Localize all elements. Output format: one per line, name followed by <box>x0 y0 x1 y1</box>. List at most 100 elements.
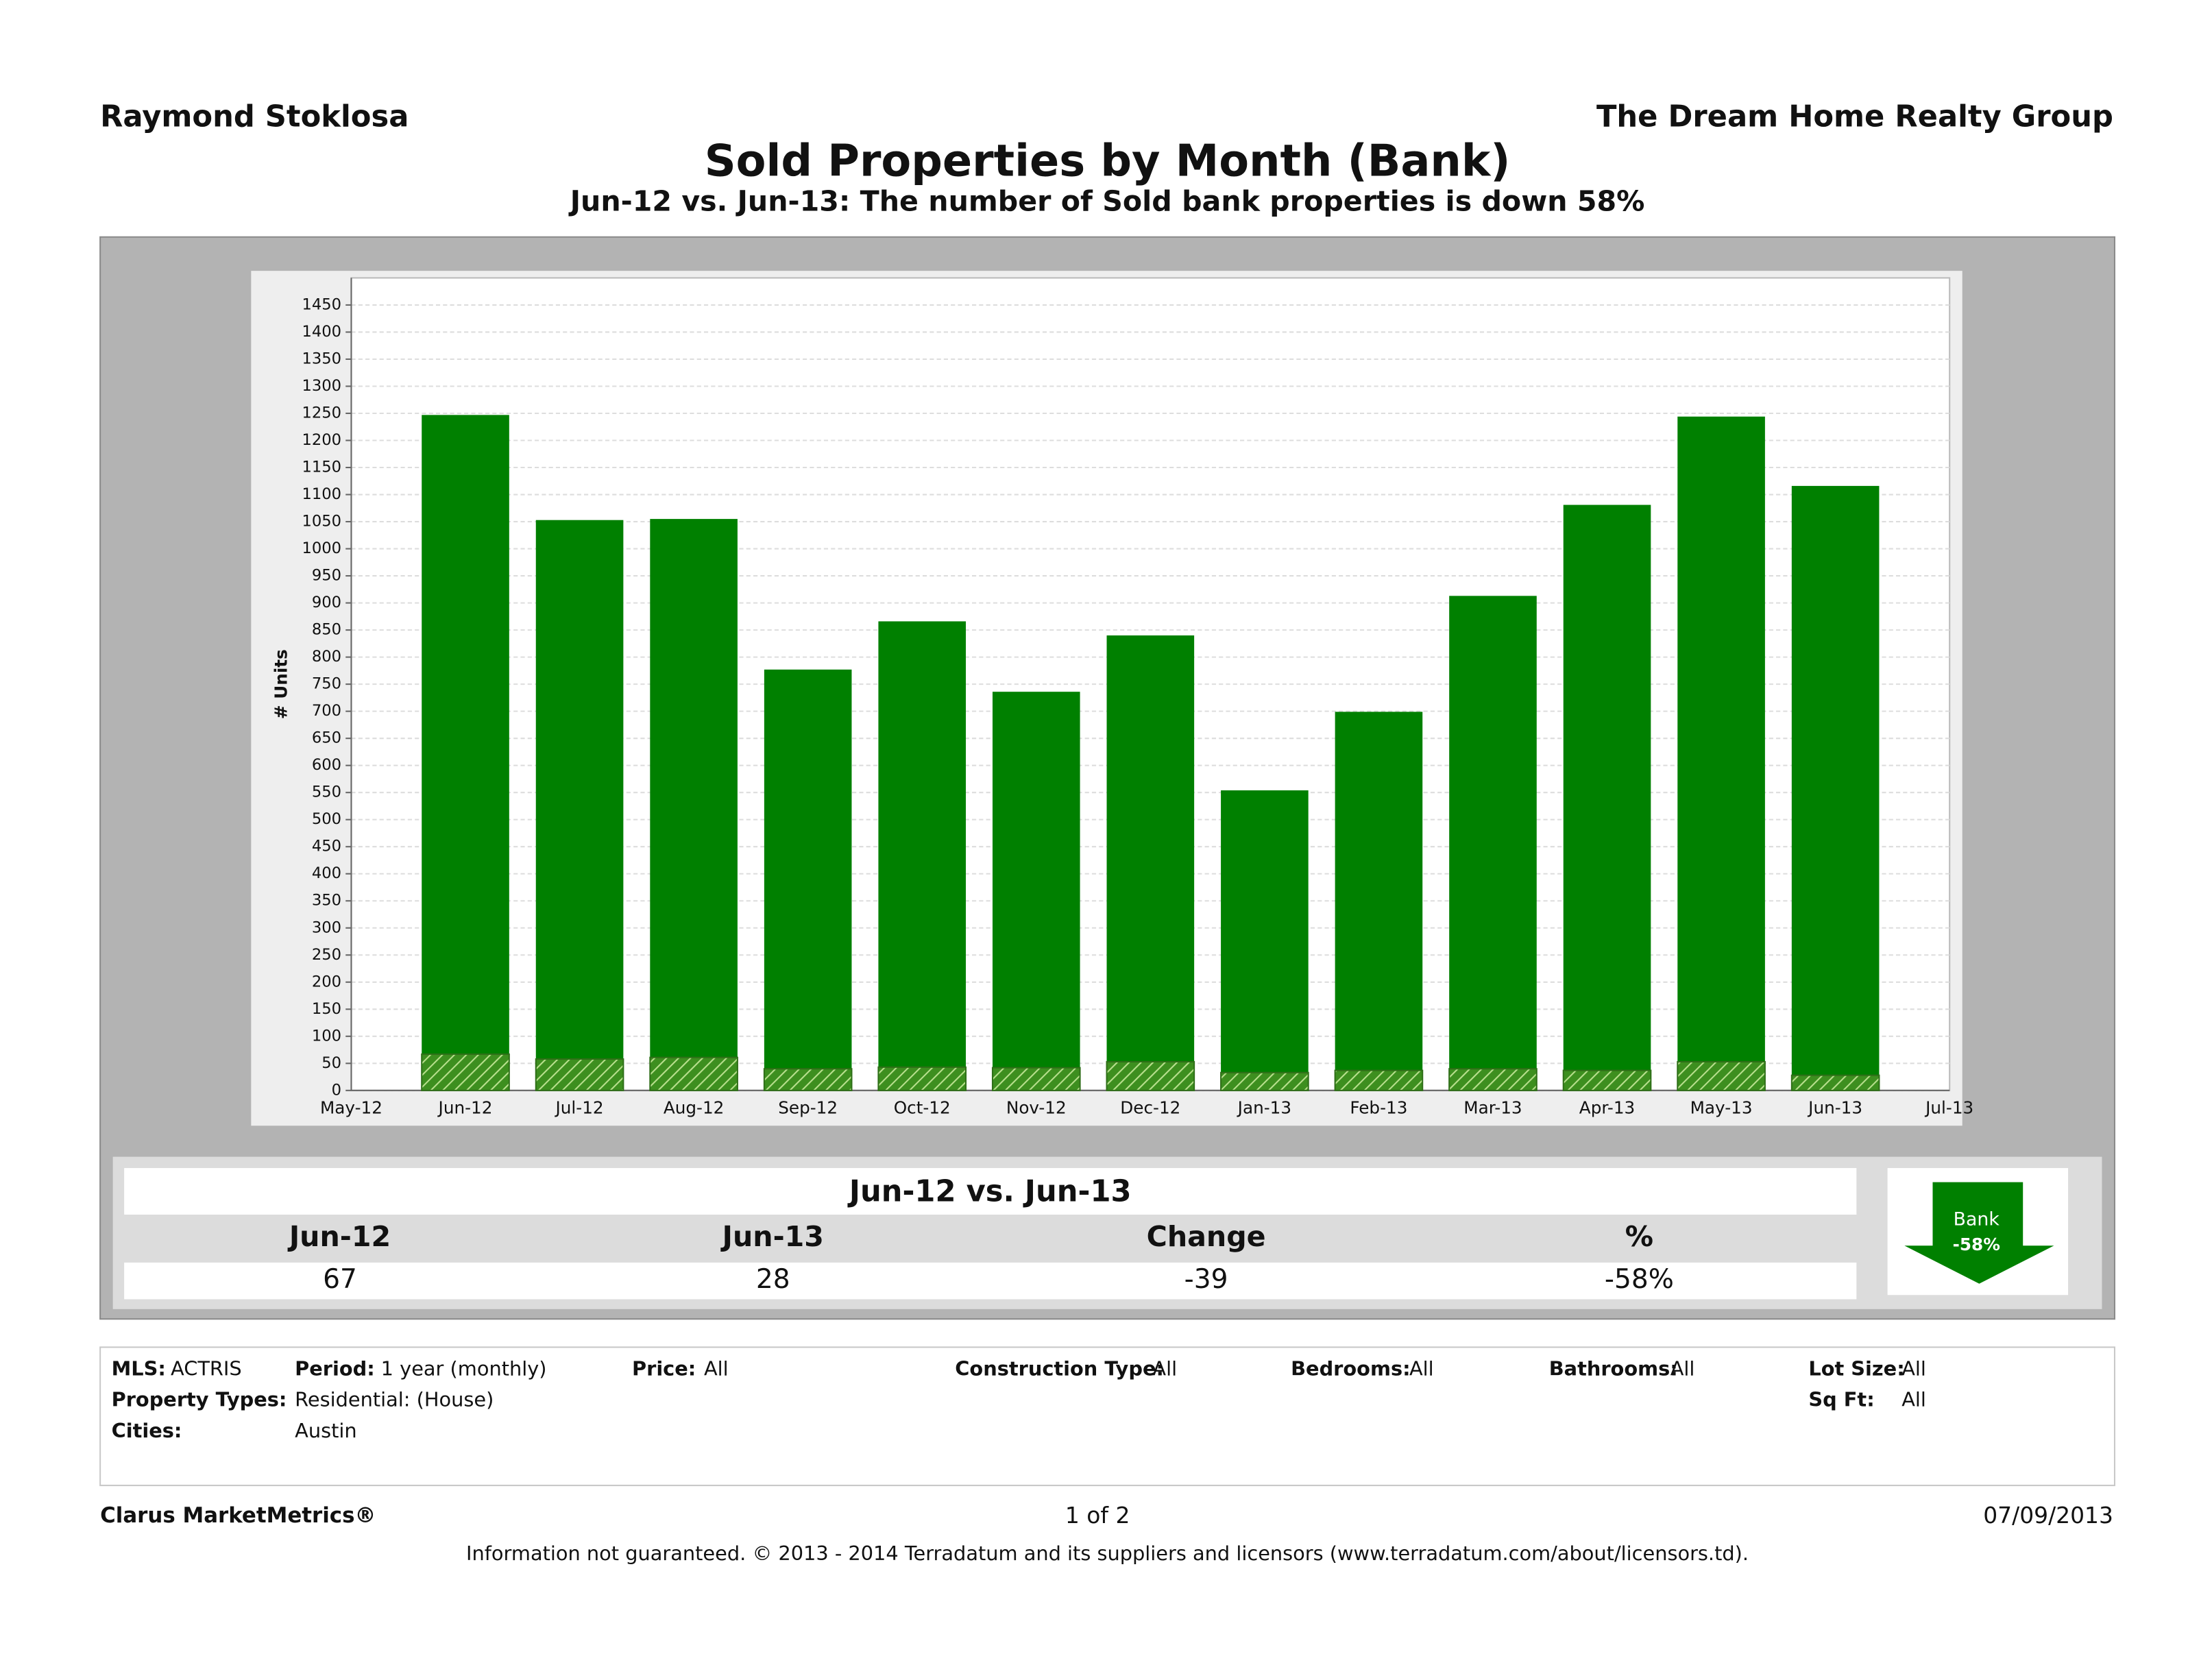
filter-label: Cities: <box>112 1419 182 1442</box>
footer-page: 1 of 2 <box>1065 1502 1130 1529</box>
footer-disclaimer: Information not guaranteed. © 2013 - 201… <box>466 1542 1749 1565</box>
filter-value: All <box>1152 1357 1177 1380</box>
filter-label: Lot Size: <box>1808 1357 1904 1380</box>
y-tick-label: 1450 <box>302 295 341 313</box>
y-tick-label: 1050 <box>302 513 341 531</box>
filter-label: Period: <box>295 1357 375 1380</box>
y-axis-label: # Units <box>271 649 291 719</box>
x-tick-label: Feb-13 <box>1350 1098 1407 1118</box>
summary-header: Jun-12 <box>287 1220 391 1253</box>
x-tick-label: Jun-13 <box>1807 1098 1862 1118</box>
x-tick-label: Sep-12 <box>778 1098 838 1118</box>
summary-value: -58% <box>1605 1264 1674 1295</box>
footer-brand: Clarus MarketMetrics® <box>100 1503 376 1528</box>
plot: 0 50 100 150 200 250 300 350 400 450 500 550 600 650 7… <box>302 278 1973 1118</box>
summary-value: 28 <box>756 1264 790 1295</box>
x-tick-label: Jan-13 <box>1237 1098 1291 1118</box>
badge-value: -58% <box>1953 1235 2000 1254</box>
y-tick-label: 900 <box>312 594 341 611</box>
bar <box>1791 485 1880 1091</box>
badge-label: Bank <box>1954 1209 2000 1230</box>
bar <box>764 669 852 1091</box>
filter-value: ACTRIS <box>171 1357 242 1380</box>
x-tick-label: Apr-13 <box>1579 1098 1635 1118</box>
bar <box>650 519 738 1091</box>
filter-label: Sq Ft: <box>1808 1388 1874 1411</box>
y-tick-label: 1100 <box>302 485 341 503</box>
bar <box>1106 635 1195 1091</box>
x-tick-label: Jul-13 <box>1924 1098 1973 1118</box>
x-tick-label: Oct-12 <box>894 1098 951 1118</box>
bar <box>1221 790 1309 1091</box>
summary-header: % <box>1625 1220 1653 1253</box>
bar <box>1449 596 1537 1091</box>
filters: MLS: ACTRIS Period: 1 year (monthly) Pri… <box>112 1357 1926 1442</box>
y-tick-label: 1150 <box>302 459 341 476</box>
hatched-bar <box>763 1068 853 1091</box>
x-tick-label: Nov-12 <box>1006 1098 1067 1118</box>
filter-value: All <box>1409 1357 1434 1380</box>
summary-value-row <box>124 1262 1857 1300</box>
hatched-bar <box>1220 1071 1309 1091</box>
bar <box>1335 712 1423 1091</box>
y-tick-label: 750 <box>312 675 341 693</box>
agent-name: Raymond Stoklosa <box>100 99 409 134</box>
y-tick-label: 350 <box>312 892 341 910</box>
y-tick-label: 50 <box>321 1054 341 1072</box>
bar <box>535 520 624 1091</box>
hatched-bar <box>1790 1074 1880 1091</box>
y-tick-label: 250 <box>312 946 341 964</box>
filter-value: All <box>1901 1388 1926 1411</box>
y-tick-label: 800 <box>312 648 341 666</box>
y-tick-label: 1250 <box>302 404 341 422</box>
company-name: The Dream Home Realty Group <box>1596 99 2113 134</box>
summary-title: Jun-12 vs. Jun-13 <box>847 1175 1132 1209</box>
bar <box>878 621 967 1091</box>
y-tick-label: 950 <box>312 567 341 585</box>
y-tick-label: 550 <box>312 783 341 801</box>
bar <box>1563 504 1651 1091</box>
filter-value: Residential: (House) <box>295 1388 494 1411</box>
y-tick-label: 100 <box>312 1027 341 1045</box>
filter-label: Construction Type: <box>955 1357 1164 1380</box>
bar <box>422 415 509 1091</box>
footer-date: 07/09/2013 <box>1983 1502 2113 1529</box>
y-tick-label: 200 <box>312 973 341 990</box>
x-tick-label: Aug-12 <box>664 1098 725 1118</box>
hatched-bar <box>1562 1069 1652 1091</box>
bar <box>992 692 1080 1091</box>
hatched-bar <box>1448 1068 1538 1091</box>
summary-value: -39 <box>1184 1264 1228 1295</box>
filters-box <box>99 1346 2116 1487</box>
hatched-bar <box>1334 1069 1424 1091</box>
x-tick-label: Mar-13 <box>1463 1098 1522 1118</box>
filter-label: MLS: <box>112 1357 166 1380</box>
y-tick-label: 1000 <box>302 539 341 557</box>
y-tick-label: 150 <box>312 1000 341 1018</box>
y-tick-label: 1300 <box>302 377 341 395</box>
filter-label: Bedrooms: <box>1291 1357 1411 1380</box>
badge-arrow <box>1904 1182 2054 1284</box>
filter-value: All <box>1901 1357 1926 1380</box>
y-tick-label: 0 <box>332 1081 341 1099</box>
filter-value: All <box>704 1357 729 1380</box>
x-tick-label: Jul-12 <box>555 1098 604 1118</box>
hatched-bar <box>991 1067 1081 1091</box>
y-tick-label: 1350 <box>302 350 341 367</box>
summary-header: Jun-13 <box>720 1220 824 1253</box>
chart-title: Sold Properties by Month (Bank) <box>705 136 1511 186</box>
y-tick-label: 300 <box>312 919 341 936</box>
x-tick-label: May-13 <box>1690 1098 1753 1118</box>
y-tick-label: 850 <box>312 621 341 639</box>
filter-label: Bathrooms: <box>1549 1357 1678 1380</box>
hatched-bar <box>1106 1060 1195 1091</box>
summary-title-row <box>124 1168 1857 1215</box>
summary-value: 67 <box>323 1264 357 1295</box>
bar <box>1677 416 1765 1091</box>
hatched-bar <box>535 1058 624 1091</box>
y-tick-label: 450 <box>312 838 341 855</box>
x-tick-label: Dec-12 <box>1120 1098 1180 1118</box>
hatched-bar <box>421 1053 510 1091</box>
